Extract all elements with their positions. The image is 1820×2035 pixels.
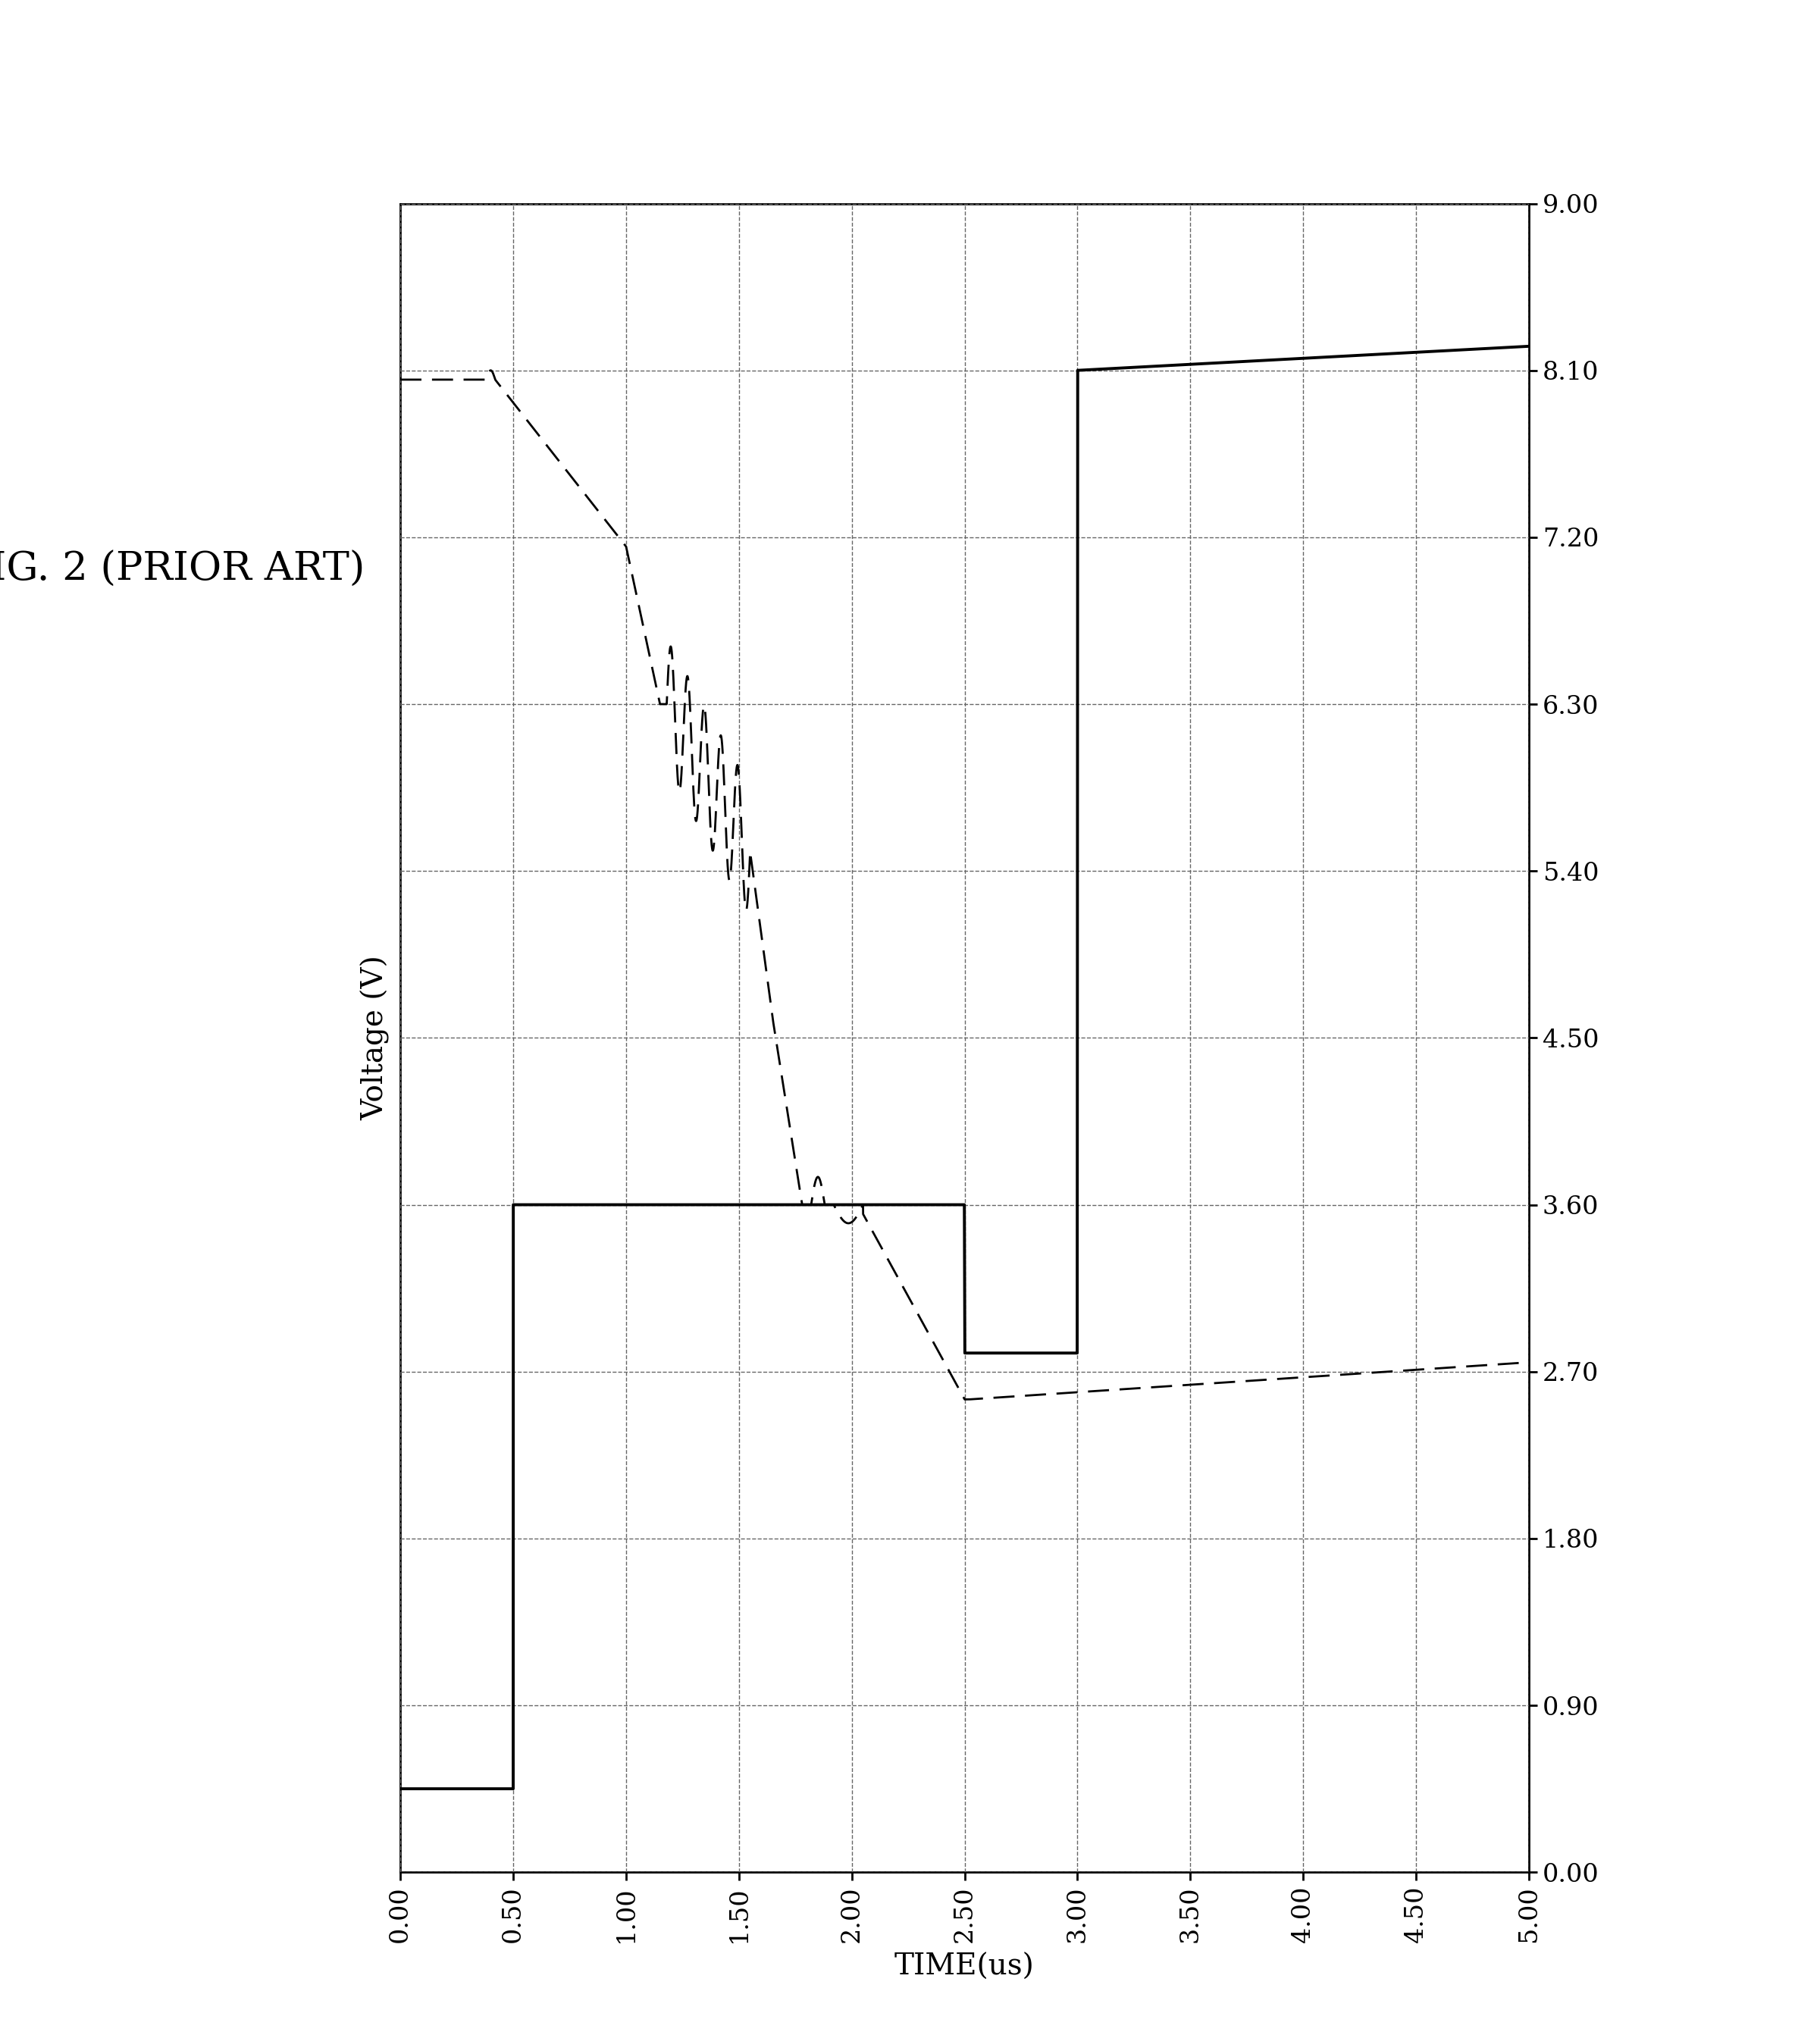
Text: FIG. 2 (PRIOR ART): FIG. 2 (PRIOR ART): [0, 551, 364, 588]
X-axis label: TIME(us): TIME(us): [895, 1954, 1034, 1982]
Y-axis label: Voltage (V): Voltage (V): [360, 954, 389, 1121]
